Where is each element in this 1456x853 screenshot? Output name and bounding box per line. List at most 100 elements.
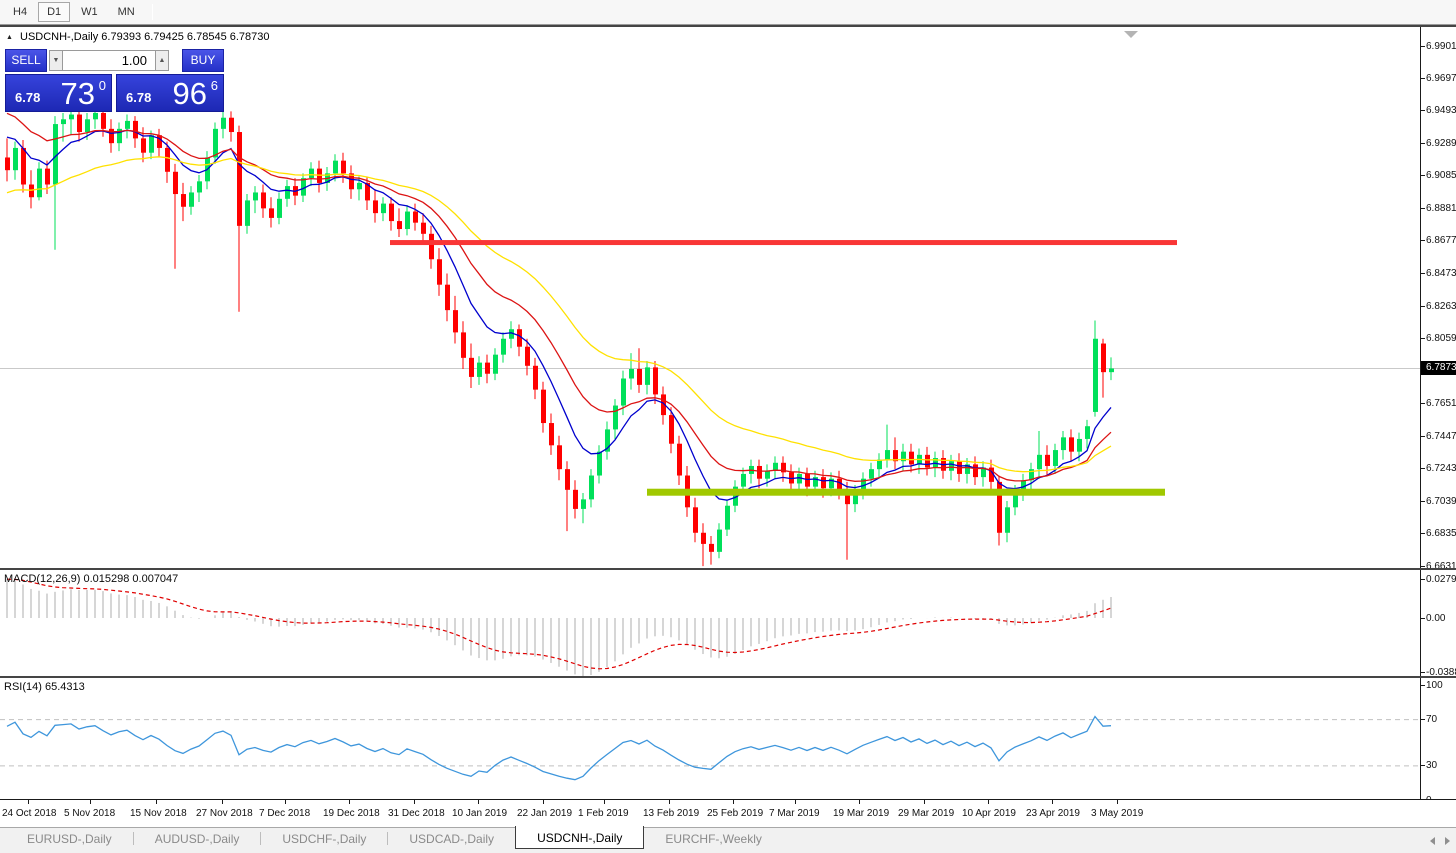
candle [189,186,194,215]
candle-body [613,405,618,430]
chart-shift-marker-icon[interactable] [1124,31,1138,38]
candle-body [61,119,66,125]
candle-body [397,221,402,230]
candle [453,295,458,344]
candle-body [21,147,26,185]
candle [573,480,578,519]
timeframe-button-mn[interactable]: MN [109,2,144,22]
candle [653,361,658,404]
tab-scroll-left-icon[interactable] [1430,837,1435,845]
tab-eurchf-weekly[interactable]: EURCHF-,Weekly [665,832,762,846]
macd-histogram [6,579,1112,677]
tab-usdchf-daily[interactable]: USDCHF-,Daily [282,832,367,846]
buy-price-panel[interactable]: 6.78 96 6 [116,74,224,112]
time-axis[interactable]: 24 Oct 2018 5 Nov 2018 15 Nov 2018 27 Nov 2… [0,799,1456,827]
date-tick-mark [414,800,415,804]
price-axis[interactable]: 6.99010 6.96970 6.94930 6.92890 6.90850 6.888… [1420,27,1456,572]
sell-button[interactable]: SELL [5,49,47,72]
candle [349,165,354,199]
candle-body [173,171,178,195]
macd-chart-canvas[interactable] [0,574,1420,678]
candle-body [677,443,682,476]
tab-eurusd-daily[interactable]: EURUSD-,Daily [27,832,112,846]
rsi-axis-tick-mark [1421,765,1425,767]
sell-price-panel[interactable]: 6.78 73 0 [5,74,112,112]
candle-body [389,203,394,222]
candle-body [461,332,466,358]
candle-body [1037,454,1042,470]
candle-body [845,489,850,505]
price-axis-tick-mark [1421,240,1425,242]
candle [757,459,762,489]
candle [1061,430,1066,460]
candle-body [37,168,42,198]
candle [877,453,882,478]
candle [125,114,130,139]
candle-body [797,473,802,484]
candle [749,459,754,484]
candle [197,174,202,202]
candlestick-chart-canvas[interactable] [0,30,1420,570]
candle [181,182,186,222]
price-axis-tick: 6.92890 [1426,137,1456,149]
candle [157,128,162,158]
timeframe-button-h4[interactable]: H4 [4,2,36,22]
candle [109,119,114,153]
price-axis-tick-mark [1421,272,1425,274]
volume-input[interactable] [63,50,155,71]
tab-usdcnh-daily[interactable]: USDCNH-,Daily [515,826,645,849]
candle [965,458,970,484]
candle-body [1053,450,1058,466]
candle [469,343,474,389]
candle [1085,419,1090,449]
candle [269,197,274,228]
date-label: 29 Mar 2019 [898,808,955,819]
candle-body [5,157,10,171]
candle [1037,430,1042,479]
tab-scroll-right-icon[interactable] [1445,837,1450,845]
candle-body [333,160,338,174]
candle-body [925,454,930,468]
chevron-down-icon: ▼ [52,57,60,64]
tab-audusd-daily[interactable]: AUDUSD-,Daily [154,832,240,846]
candle-body [661,394,666,416]
volume-decrease-button[interactable]: ▼ [49,50,63,71]
rsi-chart-canvas[interactable] [0,682,1420,801]
candle-body [405,211,410,230]
candle [1005,500,1010,543]
triangle-up-icon[interactable]: ▲ [6,34,13,41]
tab-separator [260,832,262,845]
buy-button[interactable]: BUY [182,49,224,72]
candle-body [477,362,482,377]
candle [533,357,538,400]
candle-body [341,160,346,174]
candle [213,122,218,164]
timeframe-button-d1[interactable]: D1 [38,2,71,22]
candle-body [701,532,706,544]
candle [245,194,250,234]
volume-increase-button[interactable]: ▲ [155,50,169,71]
price-axis-tick-mark [1421,77,1425,79]
price-axis-tick: 6.94930 [1426,105,1456,117]
candle-body [1101,343,1106,373]
candle [421,213,426,245]
candle [485,354,490,384]
candle-body [429,233,434,260]
date-tick-mark [90,800,91,804]
date-tick-mark [988,800,989,804]
candle-body [549,423,554,446]
candle-body [1077,438,1082,452]
candle-body [773,462,778,471]
price-axis-tick: 6.86770 [1426,235,1456,247]
candle-body [509,329,514,339]
rsi-axis-tick-mark [1421,719,1425,721]
candle-body [381,203,386,214]
candle-body [189,192,194,207]
ema-fast-line [6,129,1112,501]
candle [341,152,346,183]
candle [277,192,282,225]
tab-usdcad-daily[interactable]: USDCAD-,Daily [409,832,495,846]
candle-body [581,499,586,509]
candle [1109,357,1114,381]
timeframe-button-w1[interactable]: W1 [72,2,107,22]
